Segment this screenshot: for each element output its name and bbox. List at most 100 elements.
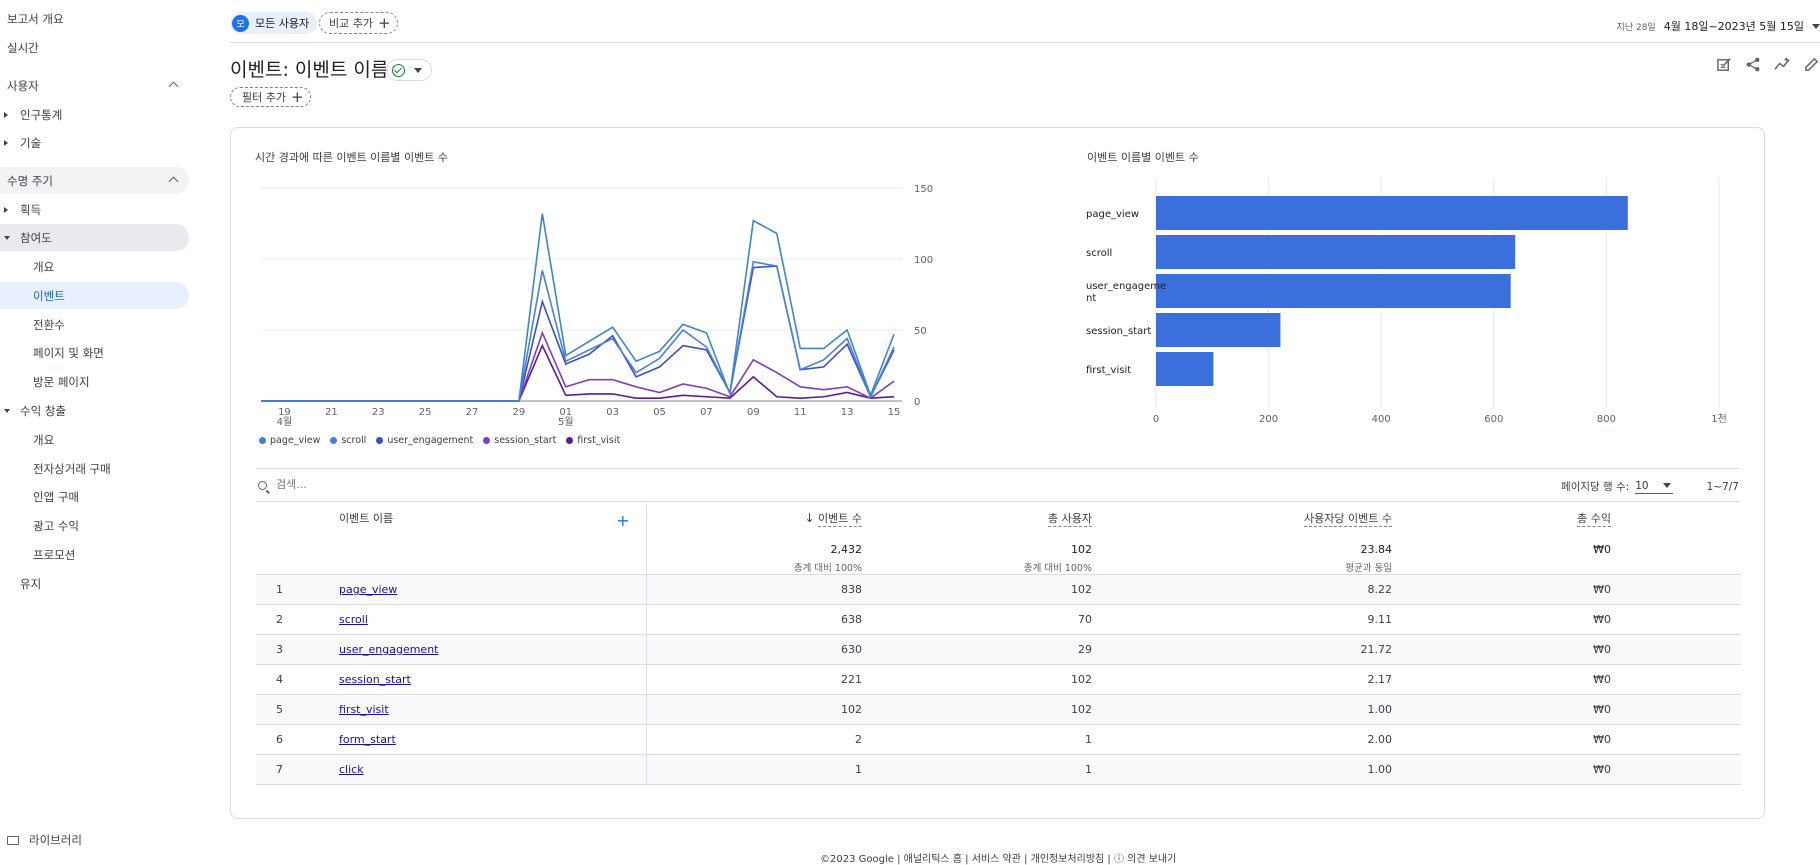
x-tick-label: 11: [794, 407, 807, 418]
row-rank: 5: [256, 694, 306, 725]
add-dimension-plus-icon[interactable]: +: [616, 511, 630, 530]
nav-acquisition[interactable]: 획득: [0, 196, 189, 223]
events-per-user-header[interactable]: 사용자당 이벤트 수: [1106, 503, 1406, 533]
nav-engagement-conversions[interactable]: 전환수: [0, 311, 189, 338]
table-body: 1 page_view 838 102 8.22 ₩0 2 scroll 638…: [256, 574, 1741, 785]
nav-section-lifecycle[interactable]: 수명 주기: [0, 167, 189, 194]
y-tick-label: 0: [914, 397, 920, 408]
nav-report-overview[interactable]: 보고서 개요: [0, 5, 189, 32]
customize-report-icon[interactable]: [1716, 56, 1733, 73]
totals-per-user: 23.84 평균과 동일: [1106, 533, 1406, 575]
row-event-count: 1: [646, 754, 876, 785]
row-per-user: 2.00: [1106, 724, 1406, 755]
x-tick-label: 1천: [1711, 413, 1727, 425]
legend-item[interactable]: scroll: [330, 435, 366, 446]
nav-monetization-ecommerce[interactable]: 전자상거래 구매: [0, 455, 189, 482]
table-row[interactable]: 3 user_engagement 630 29 21.72 ₩0: [256, 634, 1741, 665]
library-label: 라이브러리: [29, 833, 82, 847]
dimension-header[interactable]: 이벤트 이름 +: [306, 503, 647, 533]
nav-realtime[interactable]: 실시간: [0, 34, 189, 61]
event-name-link[interactable]: session_start: [339, 673, 411, 686]
nav-monetization-inapp[interactable]: 인앱 구매: [0, 483, 189, 510]
table-search-input[interactable]: [276, 478, 476, 491]
nav-engagement-events[interactable]: 이벤트: [0, 282, 189, 309]
legend-label: scroll: [341, 435, 367, 446]
total-users-header[interactable]: 총 사용자: [876, 503, 1106, 533]
x-tick-label: 27: [466, 407, 479, 418]
date-range-picker[interactable]: 지난 28일 4월 18일~2023년 5월 15일: [1617, 18, 1820, 34]
x-tick-label: 400: [1372, 414, 1391, 425]
row-rank: 1: [256, 574, 306, 605]
legend-item[interactable]: user_engagement: [376, 435, 473, 446]
nav-engagement[interactable]: 참여도: [0, 224, 189, 251]
nav-monetization-overview-label: 개요: [33, 432, 55, 447]
top-bar: 모 모든 사용자 비교 추가 + 지난 28일 4월 18일~2023년 5월 …: [230, 12, 1820, 36]
row-rank: 3: [256, 634, 306, 665]
nav-monetization-overview[interactable]: 개요: [0, 426, 189, 453]
nav-engagement-landing[interactable]: 방문 페이지: [0, 368, 189, 395]
nav-monetization[interactable]: 수익 창출: [0, 397, 189, 424]
nav-section-user[interactable]: 사용자: [0, 72, 189, 99]
table-row[interactable]: 1 page_view 838 102 8.22 ₩0: [256, 574, 1741, 605]
x-tick-label: 23: [372, 407, 385, 418]
top-divider: [230, 42, 1820, 43]
row-event-count: 838: [646, 574, 876, 605]
report-status-button[interactable]: [386, 59, 432, 81]
date-range-prefix: 지난 28일: [1616, 22, 1656, 33]
table-row[interactable]: 4 session_start 221 102 2.17 ₩0: [256, 664, 1741, 695]
share-icon[interactable]: [1745, 56, 1762, 73]
legend-item[interactable]: first_visit: [566, 435, 620, 446]
row-users: 102: [876, 694, 1106, 725]
nav-engagement-overview[interactable]: 개요: [0, 253, 189, 280]
table-row[interactable]: 5 first_visit 102 102 1.00 ₩0: [256, 694, 1741, 725]
nav-monetization-label: 수익 창출: [20, 403, 66, 418]
legend-item[interactable]: session_start: [483, 435, 556, 446]
totals-row: 2,432 총계 대비 100% 102 총계 대비 100% 23.84 평균…: [256, 533, 1741, 575]
totals-dim-cell: [306, 533, 647, 575]
nav-demographics[interactable]: 인구통계: [0, 101, 189, 128]
line-chart-legend: page_view scroll user_engagement session_st…: [259, 435, 620, 446]
segment-chip[interactable]: 모 모든 사용자: [230, 12, 318, 34]
add-filter-button[interactable]: 필터 추가 +: [230, 87, 311, 107]
table-row[interactable]: 2 scroll 638 70 9.11 ₩0: [256, 604, 1741, 635]
events-table: 이벤트 이름 + ↓ 이벤트 수 총 사용자 사용자당 이벤트 수 총 수익 2…: [256, 503, 1741, 785]
table-row[interactable]: 7 click 1 1 1.00 ₩0: [256, 754, 1741, 785]
nav-monetization-ads[interactable]: 광고 수익: [0, 512, 189, 539]
dimension-header-label: 이벤트 이름: [339, 512, 394, 525]
x-tick-label: 07: [700, 407, 713, 418]
event-name-link[interactable]: scroll: [339, 613, 368, 626]
nav-retention[interactable]: 유지: [0, 570, 189, 597]
line-chart-title: 시간 경과에 따른 이벤트 이름별 이벤트 수: [255, 151, 449, 164]
add-comparison-button[interactable]: 비교 추가 +: [319, 12, 398, 34]
edit-pencil-icon[interactable]: [1803, 56, 1820, 73]
nav-demographics-label: 인구통계: [20, 107, 63, 122]
library-link[interactable]: 라이브러리: [7, 832, 82, 848]
series-line-user-engagement: [261, 265, 895, 402]
event-name-link[interactable]: first_visit: [339, 703, 389, 716]
table-search-row: 페이지당 행 수: 10 1~7/7: [256, 469, 1739, 502]
total-revenue-header[interactable]: 총 수익: [1406, 503, 1741, 533]
caret-down-icon: [4, 235, 10, 240]
row-per-user: 9.11: [1106, 604, 1406, 635]
table-row[interactable]: 6 form_start 2 1 2.00 ₩0: [256, 724, 1741, 755]
nav-engagement-pages[interactable]: 페이지 및 화면: [0, 339, 189, 366]
report-toolbar: [1716, 56, 1820, 73]
sort-desc-arrow-icon: ↓: [804, 511, 815, 525]
y-tick-label: 50: [914, 326, 927, 337]
event-name-link[interactable]: user_engagement: [339, 643, 439, 656]
plus-icon: +: [290, 88, 304, 106]
insights-icon[interactable]: [1774, 56, 1791, 73]
bar: [1156, 313, 1281, 347]
totals-users: 102 총계 대비 100%: [876, 533, 1106, 575]
nav-monetization-promotions[interactable]: 프로모션: [0, 541, 189, 568]
nav-tech[interactable]: 기술: [0, 129, 189, 156]
event-name-link[interactable]: click: [339, 763, 364, 776]
row-rank: 7: [256, 754, 306, 785]
row-event-count: 630: [646, 634, 876, 665]
event-count-header[interactable]: ↓ 이벤트 수: [646, 503, 876, 533]
event-name-link[interactable]: form_start: [339, 733, 396, 746]
event-name-link[interactable]: page_view: [339, 583, 398, 596]
legend-item[interactable]: page_view: [259, 435, 320, 446]
check-circle-icon: [392, 63, 405, 77]
rows-per-page-select[interactable]: 10: [1635, 480, 1673, 494]
